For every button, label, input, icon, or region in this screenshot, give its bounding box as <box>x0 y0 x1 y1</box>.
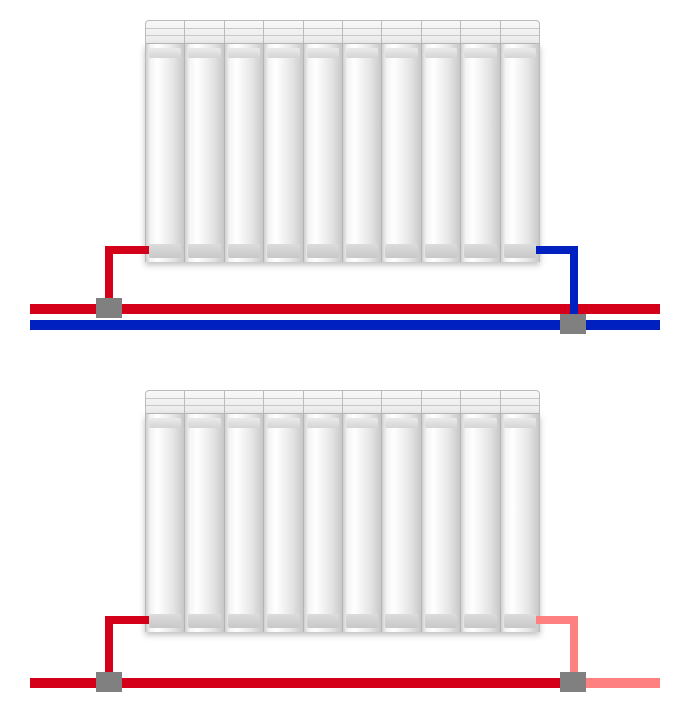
radiator-grille <box>145 390 540 414</box>
grille-cell <box>184 391 223 413</box>
hot-riser <box>105 246 113 306</box>
right-branch <box>536 616 578 624</box>
radiator-section <box>224 44 263 262</box>
radiator-section <box>381 414 420 632</box>
radiator-section <box>421 44 460 262</box>
cold-riser <box>570 246 578 322</box>
diagram-canvas <box>0 0 690 707</box>
grille-cell <box>460 391 499 413</box>
hot-branch-to-rad <box>105 246 149 254</box>
grille-cell <box>146 391 184 413</box>
grille-cell <box>224 21 263 43</box>
grille-cell <box>303 391 342 413</box>
hot-supply-main <box>30 304 660 314</box>
radiator-section <box>146 44 184 262</box>
grille-cell <box>381 21 420 43</box>
radiator-section <box>381 44 420 262</box>
radiator-section <box>303 414 342 632</box>
radiator-section <box>421 414 460 632</box>
radiator-section <box>224 414 263 632</box>
grille-cell <box>421 391 460 413</box>
grille-cell <box>460 21 499 43</box>
radiator-section <box>303 44 342 262</box>
radiator-section <box>500 414 539 632</box>
grille-cell <box>263 21 302 43</box>
grille-cell <box>342 21 381 43</box>
grille-cell <box>342 391 381 413</box>
radiator-section <box>460 414 499 632</box>
grille-cell <box>303 21 342 43</box>
supply-main-mid <box>118 678 570 688</box>
hot-tee <box>96 298 122 318</box>
grille-cell <box>184 21 223 43</box>
radiator-bottom <box>145 390 540 632</box>
radiator-section <box>263 44 302 262</box>
cold-tee <box>560 314 586 334</box>
grille-cell <box>263 391 302 413</box>
radiator-section <box>263 414 302 632</box>
left-branch <box>105 616 149 624</box>
radiator-section <box>184 414 223 632</box>
right-riser <box>570 616 578 680</box>
radiator-body <box>145 414 540 632</box>
grille-cell <box>421 21 460 43</box>
left-riser <box>105 616 113 680</box>
right-tee <box>560 672 586 692</box>
grille-cell <box>500 391 539 413</box>
radiator-grille <box>145 20 540 44</box>
radiator-section <box>342 414 381 632</box>
grille-cell <box>500 21 539 43</box>
left-tee <box>96 672 122 692</box>
cold-branch-to-rad <box>536 246 578 254</box>
radiator-section <box>460 44 499 262</box>
radiator-body <box>145 44 540 262</box>
radiator-section <box>184 44 223 262</box>
radiator-section <box>146 414 184 632</box>
radiator-top <box>145 20 540 262</box>
grille-cell <box>146 21 184 43</box>
grille-cell <box>224 391 263 413</box>
grille-cell <box>381 391 420 413</box>
radiator-section <box>342 44 381 262</box>
radiator-section <box>500 44 539 262</box>
